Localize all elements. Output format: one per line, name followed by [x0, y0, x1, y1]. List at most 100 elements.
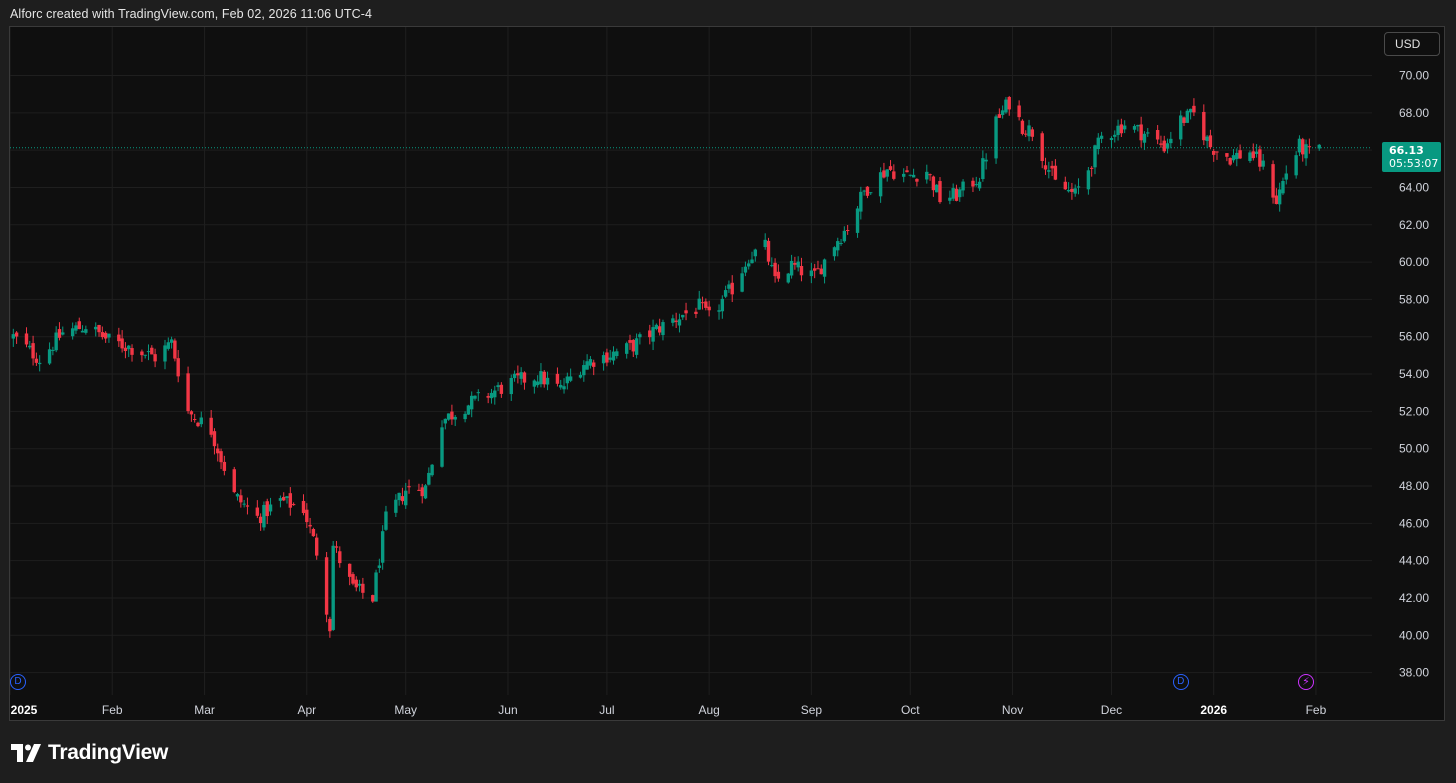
- candle-body: [311, 529, 316, 537]
- candle-body: [1122, 125, 1127, 130]
- candle: [235, 492, 240, 501]
- candle-body: [70, 328, 75, 337]
- candle: [192, 413, 197, 423]
- candle: [351, 572, 355, 586]
- candle: [608, 349, 612, 363]
- candle: [958, 187, 962, 202]
- candle: [476, 389, 480, 402]
- candle-body: [516, 373, 520, 376]
- candle: [694, 307, 698, 319]
- candle: [1000, 105, 1005, 119]
- candle-body: [562, 386, 566, 390]
- candle: [671, 314, 675, 327]
- dividend-marker[interactable]: D: [1172, 674, 1189, 690]
- candle-body: [347, 563, 352, 577]
- candle: [394, 494, 398, 518]
- candle-body: [977, 181, 982, 189]
- candle-body: [397, 492, 401, 501]
- candle-body: [1179, 115, 1183, 140]
- candle: [331, 540, 335, 631]
- currency-button[interactable]: USD: [1384, 32, 1440, 56]
- candle: [1248, 150, 1252, 163]
- candle: [855, 206, 860, 238]
- candle-body: [700, 302, 705, 304]
- candle: [1099, 131, 1104, 144]
- x-tick-label: 2025: [11, 703, 38, 717]
- x-tick-label: Feb: [102, 703, 123, 717]
- candle-body: [61, 332, 65, 335]
- candle: [1139, 116, 1143, 148]
- dividend-marker[interactable]: D: [10, 674, 26, 690]
- candle-body: [166, 342, 170, 349]
- candle: [1116, 119, 1120, 141]
- candle: [1096, 133, 1100, 155]
- candle: [1261, 154, 1265, 170]
- candle: [878, 167, 883, 203]
- candle: [24, 327, 29, 348]
- x-tick-label: Nov: [1002, 703, 1023, 717]
- candle-body: [1066, 190, 1071, 192]
- candle-body: [361, 583, 365, 593]
- candle-body: [242, 503, 246, 505]
- candle-body: [1119, 124, 1124, 134]
- candle-body: [601, 355, 606, 364]
- candle-body: [628, 340, 632, 343]
- candle-body: [176, 358, 180, 377]
- candle: [1185, 108, 1190, 123]
- candle-body: [661, 322, 665, 336]
- candle: [94, 322, 98, 337]
- candle: [97, 324, 101, 337]
- candle-body: [1096, 137, 1100, 150]
- candle: [1182, 116, 1186, 127]
- candle-body: [1231, 155, 1236, 161]
- candle: [1063, 176, 1068, 190]
- chart-attribution: Alforc created with TradingView.com, Feb…: [10, 7, 373, 21]
- candle-body: [1304, 144, 1308, 159]
- candle: [486, 392, 490, 404]
- candle-body: [1089, 167, 1094, 169]
- candle: [601, 351, 606, 371]
- candle-body: [84, 329, 88, 333]
- candle-body: [654, 324, 659, 329]
- candle: [519, 367, 523, 385]
- candle: [542, 370, 546, 388]
- candle-body: [1050, 165, 1054, 169]
- candle-body: [819, 268, 823, 275]
- candle-body: [314, 537, 319, 556]
- candle: [77, 317, 81, 330]
- candle-body: [624, 343, 629, 354]
- candle-body: [466, 405, 471, 415]
- candle-body: [753, 249, 758, 257]
- candle: [1238, 144, 1242, 160]
- candle-body: [1030, 129, 1035, 137]
- candle: [371, 594, 375, 603]
- candle-body: [885, 169, 889, 177]
- candle: [1215, 151, 1219, 160]
- candle: [809, 262, 814, 284]
- candle-body: [770, 265, 774, 267]
- candle: [1070, 182, 1074, 200]
- candle-body: [97, 324, 101, 333]
- candle-body: [377, 565, 382, 568]
- candle-body: [1007, 96, 1011, 110]
- candle: [934, 184, 939, 193]
- candle-body: [123, 347, 128, 352]
- candle: [539, 363, 543, 388]
- candle-body: [14, 332, 19, 337]
- candle: [1297, 135, 1302, 157]
- candle: [380, 525, 385, 570]
- earnings-marker[interactable]: ⚡: [1298, 674, 1315, 690]
- candle: [786, 272, 790, 284]
- candlestick-chart[interactable]: 38.00 40.00 42.00 44.00 46.00 48.00 50.00 52.00…: [10, 27, 1445, 721]
- candle-body: [394, 499, 398, 513]
- candle-body: [453, 416, 457, 420]
- candle: [753, 248, 758, 262]
- candle: [1235, 148, 1239, 167]
- candle: [578, 371, 583, 379]
- candle-body: [1020, 120, 1025, 134]
- candle-body: [173, 340, 177, 359]
- candle: [1020, 119, 1025, 136]
- candle-body: [812, 268, 817, 271]
- candle: [176, 350, 180, 383]
- chart-panel[interactable]: 38.00 40.00 42.00 44.00 46.00 48.00 50.00 52.00…: [9, 26, 1445, 721]
